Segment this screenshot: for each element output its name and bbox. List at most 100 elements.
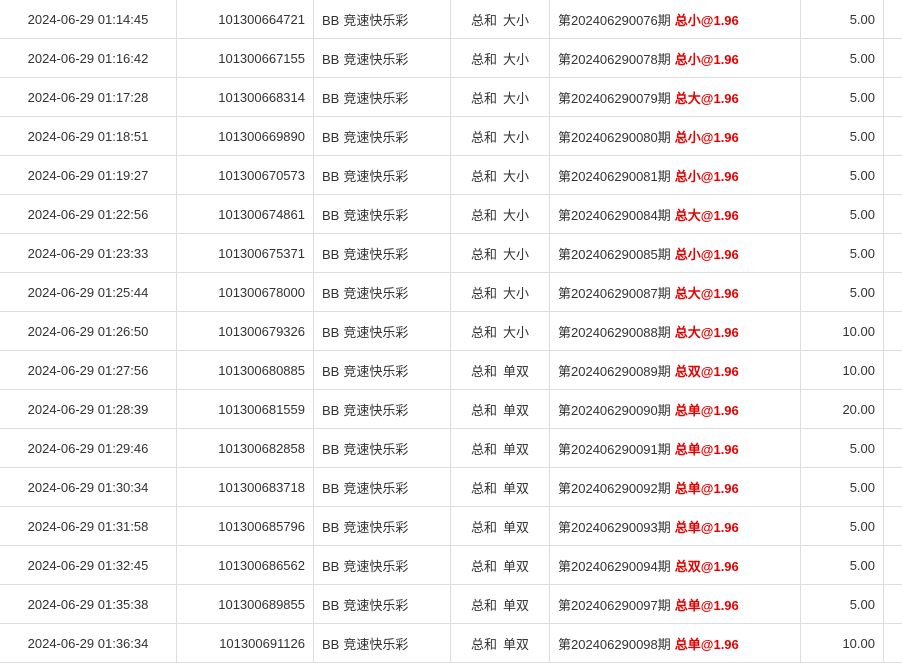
- cell-valid-amount: 5.00: [884, 468, 902, 507]
- bet-pick: 总单: [675, 598, 701, 613]
- cell-play-type: 总和单双: [451, 351, 550, 390]
- cell-bet-amount: 5.00: [801, 156, 884, 195]
- game-name: 竞速快乐彩: [343, 13, 408, 28]
- cell-bet-detail: 第202406290079期总大@1.96: [550, 78, 801, 117]
- cell-play-type: 总和大小: [451, 0, 550, 39]
- cell-order-number: 101300669890: [177, 117, 314, 156]
- game-prefix: BB: [322, 91, 339, 106]
- issue-number: 第202406290092期: [558, 481, 671, 496]
- bet-odds: @1.96: [701, 247, 739, 262]
- cell-valid-amount: 5.00: [884, 0, 902, 39]
- cell-order-number: 101300681559: [177, 390, 314, 429]
- cell-order-number: 101300678000: [177, 273, 314, 312]
- cell-bet-detail: 第202406290087期总大@1.96: [550, 273, 801, 312]
- cell-bet-time: 2024-06-29 01:28:39: [0, 390, 177, 429]
- game-name: 竞速快乐彩: [343, 286, 408, 301]
- play-kind: 单双: [503, 481, 529, 496]
- cell-bet-detail: 第202406290080期总小@1.96: [550, 117, 801, 156]
- bet-pick: 总小: [675, 13, 701, 28]
- bet-odds: @1.96: [701, 364, 739, 379]
- play-category: 总和: [471, 520, 497, 535]
- issue-number: 第202406290088期: [558, 325, 671, 340]
- cell-bet-time: 2024-06-29 01:26:50: [0, 312, 177, 351]
- bet-pick: 总大: [675, 91, 701, 106]
- issue-number: 第202406290079期: [558, 91, 671, 106]
- game-name: 竞速快乐彩: [343, 325, 408, 340]
- cell-play-type: 总和大小: [451, 156, 550, 195]
- play-category: 总和: [471, 91, 497, 106]
- cell-valid-amount: 20.00: [884, 390, 902, 429]
- bet-pick: 总小: [675, 247, 701, 262]
- cell-bet-detail: 第202406290084期总大@1.96: [550, 195, 801, 234]
- game-prefix: BB: [322, 208, 339, 223]
- bet-odds: @1.96: [701, 130, 739, 145]
- game-name: 竞速快乐彩: [343, 637, 408, 652]
- cell-bet-detail: 第202406290092期总单@1.96: [550, 468, 801, 507]
- play-category: 总和: [471, 286, 497, 301]
- cell-play-type: 总和单双: [451, 624, 550, 663]
- cell-play-type: 总和单双: [451, 390, 550, 429]
- cell-valid-amount: 5.00: [884, 195, 902, 234]
- game-prefix: BB: [322, 130, 339, 145]
- play-category: 总和: [471, 13, 497, 28]
- bet-pick: 总小: [675, 130, 701, 145]
- issue-number: 第202406290081期: [558, 169, 671, 184]
- cell-order-number: 101300670573: [177, 156, 314, 195]
- play-kind: 单双: [503, 637, 529, 652]
- issue-number: 第202406290097期: [558, 598, 671, 613]
- cell-bet-time: 2024-06-29 01:16:42: [0, 39, 177, 78]
- issue-number: 第202406290078期: [558, 52, 671, 67]
- issue-number: 第202406290094期: [558, 559, 671, 574]
- cell-bet-time: 2024-06-29 01:27:56: [0, 351, 177, 390]
- bet-odds: @1.96: [701, 91, 739, 106]
- play-kind: 大小: [503, 208, 529, 223]
- play-category: 总和: [471, 208, 497, 223]
- game-name: 竞速快乐彩: [343, 169, 408, 184]
- cell-play-type: 总和大小: [451, 39, 550, 78]
- cell-order-number: 101300664721: [177, 0, 314, 39]
- cell-valid-amount: 10.00: [884, 624, 902, 663]
- cell-play-type: 总和单双: [451, 546, 550, 585]
- cell-bet-detail: 第202406290090期总单@1.96: [550, 390, 801, 429]
- cell-game: BB 竞速快乐彩: [314, 156, 451, 195]
- cell-play-type: 总和单双: [451, 585, 550, 624]
- game-prefix: BB: [322, 325, 339, 340]
- cell-bet-time: 2024-06-29 01:14:45: [0, 0, 177, 39]
- play-category: 总和: [471, 559, 497, 574]
- game-name: 竞速快乐彩: [343, 403, 408, 418]
- bet-odds: @1.96: [701, 598, 739, 613]
- cell-bet-amount: 10.00: [801, 624, 884, 663]
- issue-number: 第202406290098期: [558, 637, 671, 652]
- game-prefix: BB: [322, 169, 339, 184]
- cell-bet-amount: 5.00: [801, 585, 884, 624]
- cell-play-type: 总和单双: [451, 507, 550, 546]
- bet-odds: @1.96: [701, 442, 739, 457]
- bet-odds: @1.96: [701, 208, 739, 223]
- cell-bet-time: 2024-06-29 01:32:45: [0, 546, 177, 585]
- play-kind: 大小: [503, 130, 529, 145]
- cell-bet-amount: 5.00: [801, 39, 884, 78]
- play-kind: 单双: [503, 598, 529, 613]
- bet-pick: 总小: [675, 169, 701, 184]
- cell-valid-amount: 5.00: [884, 156, 902, 195]
- cell-valid-amount: 5.00: [884, 78, 902, 117]
- cell-bet-time: 2024-06-29 01:19:27: [0, 156, 177, 195]
- cell-game: BB 竞速快乐彩: [314, 312, 451, 351]
- cell-play-type: 总和大小: [451, 273, 550, 312]
- issue-number: 第202406290093期: [558, 520, 671, 535]
- play-kind: 大小: [503, 247, 529, 262]
- cell-order-number: 101300674861: [177, 195, 314, 234]
- cell-order-number: 101300679326: [177, 312, 314, 351]
- cell-bet-time: 2024-06-29 01:35:38: [0, 585, 177, 624]
- bet-odds: @1.96: [701, 637, 739, 652]
- play-category: 总和: [471, 169, 497, 184]
- bet-pick: 总双: [675, 364, 701, 379]
